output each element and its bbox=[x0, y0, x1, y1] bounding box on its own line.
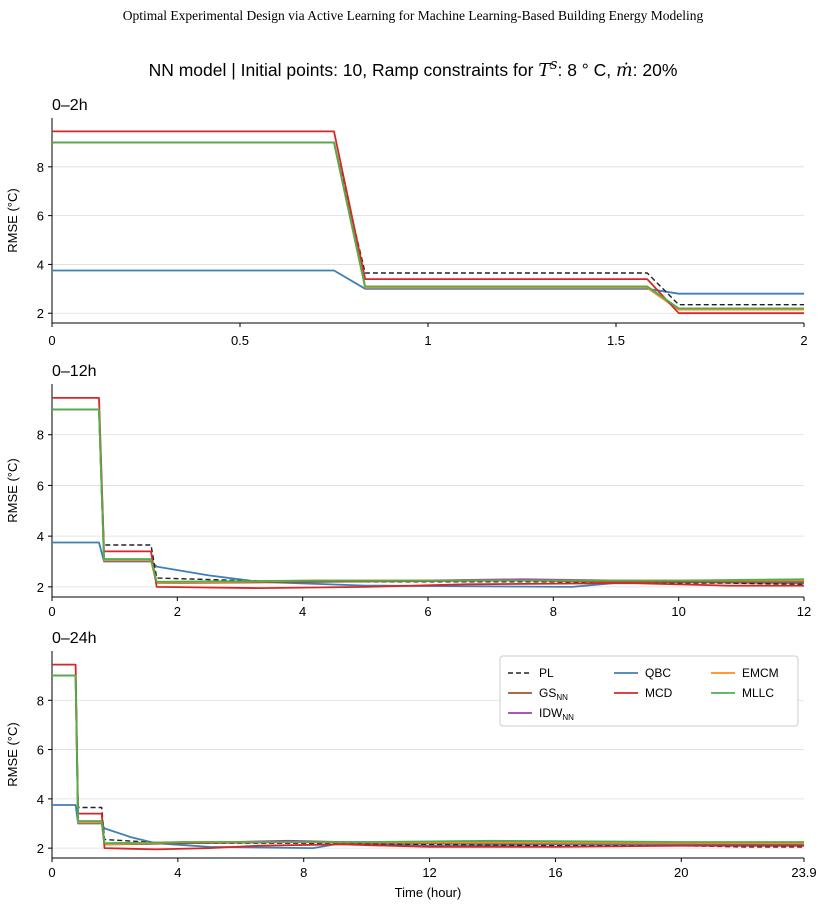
figure-title-suffix: : 20% bbox=[632, 59, 678, 80]
legend-label-mllc: MLLC bbox=[742, 686, 774, 700]
x-tick-label: 8 bbox=[550, 604, 557, 619]
x-tick-label: 4 bbox=[174, 865, 181, 880]
x-tick-label: 16 bbox=[548, 865, 562, 880]
y-tick-label: 8 bbox=[37, 428, 44, 443]
series-line-qbc bbox=[52, 541, 805, 588]
y-tick-label: 6 bbox=[37, 478, 44, 493]
figure-title-var1-sup: s bbox=[550, 56, 558, 73]
series-line-emcm bbox=[52, 408, 804, 584]
series-line-mllc bbox=[52, 408, 805, 583]
y-tick-label: 8 bbox=[37, 160, 44, 175]
legend-label-pl: PL bbox=[539, 666, 554, 680]
y-axis-label: RMSE (°C) bbox=[5, 458, 20, 522]
series-line-mcd bbox=[52, 396, 804, 589]
legend-label-mcd: MCD bbox=[645, 686, 673, 700]
chart-panel-3: 2 4 6 8 0 4 8 12 16 20 23.9 0–24h RMSE (°C) Time (hou… bbox=[5, 630, 817, 900]
series-line-idw bbox=[52, 141, 804, 311]
y-tick-label: 2 bbox=[37, 841, 44, 856]
x-tick-label: 0 bbox=[48, 604, 55, 619]
x-tick-label: 2 bbox=[174, 604, 181, 619]
figure-title-mid: : 8 ° C, bbox=[557, 59, 617, 80]
figure-title: NN model | Initial points: 10, Ramp cons… bbox=[0, 56, 826, 81]
x-tick-label: 2 bbox=[800, 333, 807, 348]
series-line-mllc bbox=[52, 141, 804, 310]
y-tick-label: 6 bbox=[37, 209, 44, 224]
x-tick-label: 23.9 bbox=[791, 865, 816, 880]
y-tick-label: 2 bbox=[37, 580, 44, 595]
x-tick-label: 10 bbox=[671, 604, 685, 619]
y-tick-label: 6 bbox=[37, 743, 44, 758]
y-tick-label: 4 bbox=[37, 257, 44, 272]
figure-title-var2: ṁ bbox=[616, 60, 633, 81]
x-tick-label: 12 bbox=[797, 604, 811, 619]
series-line-gs bbox=[52, 408, 804, 584]
panel-title: 0–2h bbox=[52, 97, 88, 114]
x-axis-label: Time (hour) bbox=[395, 885, 462, 900]
y-axis-label: RMSE (°C) bbox=[5, 188, 20, 252]
figure-title-prefix: NN model | Initial points: 10, Ramp cons… bbox=[148, 59, 539, 80]
x-tick-label: 12 bbox=[422, 865, 436, 880]
x-tick-label: 1.5 bbox=[607, 333, 625, 348]
series-line-idw bbox=[52, 408, 805, 584]
y-tick-label: 8 bbox=[37, 693, 44, 708]
legend-label-emcm: EMCM bbox=[742, 666, 779, 680]
x-tick-label: 20 bbox=[674, 865, 688, 880]
x-tick-label: 1 bbox=[424, 333, 431, 348]
chart-panel-1: 2 4 6 8 0 0.5 1 1.5 2 0–2h RMSE (°C) bbox=[5, 97, 808, 348]
y-tick-label: 4 bbox=[37, 792, 44, 807]
x-tick-label: 0 bbox=[48, 333, 55, 348]
series-line-qbc bbox=[52, 269, 804, 295]
legend-label-qbc: QBC bbox=[645, 666, 671, 680]
series-line-emcm bbox=[52, 141, 804, 311]
series-line-mllc bbox=[52, 674, 804, 845]
series-line-pl bbox=[52, 408, 805, 585]
y-tick-label: 4 bbox=[37, 529, 44, 544]
series-line-mcd bbox=[52, 130, 804, 315]
x-tick-label: 8 bbox=[300, 865, 307, 880]
x-tick-label: 0.5 bbox=[231, 333, 249, 348]
figure-title-var1: T bbox=[538, 60, 550, 81]
series-line-gs bbox=[52, 141, 804, 311]
y-axis-label: RMSE (°C) bbox=[5, 722, 20, 786]
x-tick-label: 4 bbox=[299, 604, 306, 619]
panel-title: 0–12h bbox=[52, 363, 97, 380]
panel-title: 0–24h bbox=[52, 630, 97, 647]
running-header: Optimal Experimental Design via Active L… bbox=[122, 8, 704, 23]
x-tick-label: 0 bbox=[48, 865, 55, 880]
x-tick-label: 6 bbox=[424, 604, 431, 619]
y-tick-label: 2 bbox=[37, 306, 44, 321]
